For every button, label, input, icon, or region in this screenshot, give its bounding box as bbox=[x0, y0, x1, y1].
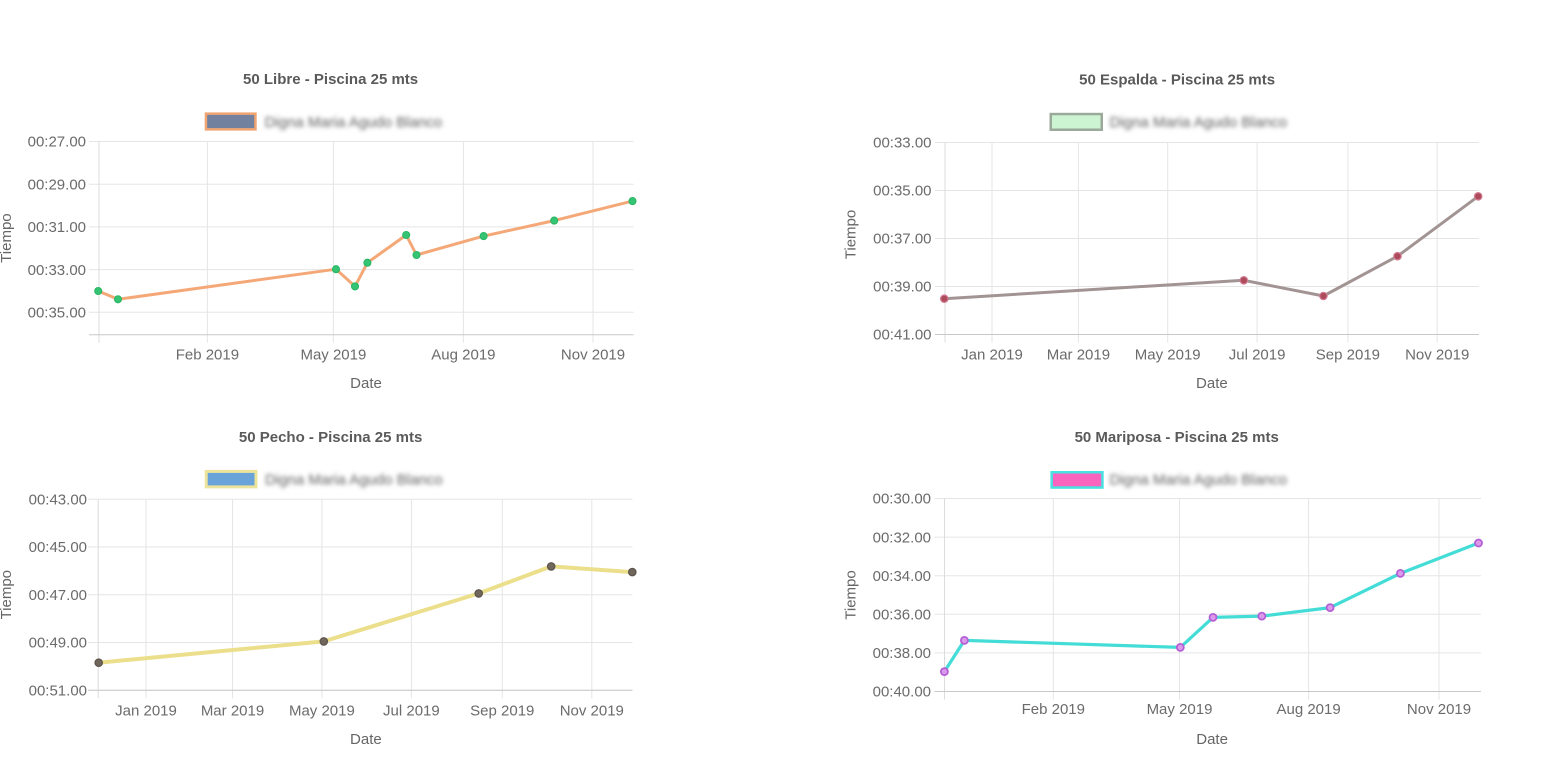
svg-text:Date: Date bbox=[350, 375, 382, 392]
svg-text:00:33.00: 00:33.00 bbox=[873, 135, 931, 152]
svg-text:00:39.00: 00:39.00 bbox=[873, 279, 931, 296]
svg-text:Tiempo: Tiempo bbox=[843, 570, 860, 619]
svg-text:Aug 2019: Aug 2019 bbox=[1276, 701, 1340, 718]
svg-text:Nov 2019: Nov 2019 bbox=[1405, 346, 1469, 363]
svg-text:00:31.00: 00:31.00 bbox=[28, 219, 86, 236]
svg-text:May 2019: May 2019 bbox=[1135, 346, 1201, 363]
svg-text:May 2019: May 2019 bbox=[289, 703, 355, 720]
svg-text:Jan 2019: Jan 2019 bbox=[961, 346, 1023, 363]
svg-text:Mar 2019: Mar 2019 bbox=[201, 703, 264, 720]
svg-text:00:32.00: 00:32.00 bbox=[873, 529, 931, 546]
svg-text:Date: Date bbox=[1196, 731, 1228, 748]
svg-text:Digna Maria Agudo Blanco: Digna Maria Agudo Blanco bbox=[1110, 472, 1288, 489]
svg-text:50 Espalda - Piscina 25 mts: 50 Espalda - Piscina 25 mts bbox=[1079, 71, 1275, 88]
svg-text:Tiempo: Tiempo bbox=[843, 210, 860, 259]
svg-text:Feb 2019: Feb 2019 bbox=[1022, 701, 1085, 718]
svg-text:00:49.00: 00:49.00 bbox=[29, 635, 87, 652]
svg-text:Sep 2019: Sep 2019 bbox=[470, 703, 534, 720]
svg-text:Feb 2019: Feb 2019 bbox=[176, 346, 239, 363]
svg-text:00:47.00: 00:47.00 bbox=[29, 587, 87, 604]
svg-text:00:35.00: 00:35.00 bbox=[28, 305, 86, 322]
svg-text:00:30.00: 00:30.00 bbox=[873, 491, 931, 508]
svg-text:00:35.00: 00:35.00 bbox=[873, 183, 931, 200]
svg-text:Tiempo: Tiempo bbox=[0, 570, 15, 619]
svg-text:00:29.00: 00:29.00 bbox=[28, 176, 86, 193]
svg-text:Mar 2019: Mar 2019 bbox=[1047, 346, 1110, 363]
svg-text:May 2019: May 2019 bbox=[1147, 701, 1213, 718]
svg-text:00:43.00: 00:43.00 bbox=[29, 491, 87, 508]
svg-text:50 Libre - Piscina 25 mts: 50 Libre - Piscina 25 mts bbox=[243, 71, 418, 88]
svg-text:Nov 2019: Nov 2019 bbox=[560, 703, 624, 720]
svg-text:00:38.00: 00:38.00 bbox=[873, 645, 931, 662]
svg-text:00:37.00: 00:37.00 bbox=[873, 231, 931, 248]
svg-text:00:40.00: 00:40.00 bbox=[873, 684, 931, 701]
svg-text:Digna Maria Agudo Blanco: Digna Maria Agudo Blanco bbox=[265, 114, 443, 131]
svg-text:Nov 2019: Nov 2019 bbox=[561, 346, 625, 363]
svg-text:Jan 2019: Jan 2019 bbox=[115, 703, 177, 720]
svg-text:Digna Maria Agudo Blanco: Digna Maria Agudo Blanco bbox=[265, 472, 443, 489]
svg-text:Digna Maria Agudo Blanco: Digna Maria Agudo Blanco bbox=[1110, 114, 1288, 131]
svg-text:Date: Date bbox=[1196, 375, 1228, 392]
svg-text:00:45.00: 00:45.00 bbox=[29, 539, 87, 556]
svg-text:Date: Date bbox=[350, 731, 382, 748]
svg-text:Aug 2019: Aug 2019 bbox=[431, 346, 495, 363]
svg-text:Nov 2019: Nov 2019 bbox=[1407, 701, 1471, 718]
svg-text:50 Mariposa - Piscina 25 mts: 50 Mariposa - Piscina 25 mts bbox=[1075, 429, 1279, 446]
svg-text:00:51.00: 00:51.00 bbox=[29, 682, 87, 699]
svg-text:00:27.00: 00:27.00 bbox=[28, 134, 86, 151]
svg-text:Jul 2019: Jul 2019 bbox=[1229, 346, 1286, 363]
svg-text:00:34.00: 00:34.00 bbox=[873, 568, 931, 585]
svg-text:Jul 2019: Jul 2019 bbox=[383, 703, 440, 720]
svg-text:Tiempo: Tiempo bbox=[0, 213, 15, 262]
svg-text:00:33.00: 00:33.00 bbox=[28, 262, 86, 279]
svg-text:00:36.00: 00:36.00 bbox=[873, 607, 931, 624]
svg-text:Sep 2019: Sep 2019 bbox=[1316, 346, 1380, 363]
svg-text:50 Pecho - Piscina 25 mts: 50 Pecho - Piscina 25 mts bbox=[239, 429, 422, 446]
svg-text:00:41.00: 00:41.00 bbox=[873, 327, 931, 344]
svg-text:May 2019: May 2019 bbox=[300, 346, 366, 363]
